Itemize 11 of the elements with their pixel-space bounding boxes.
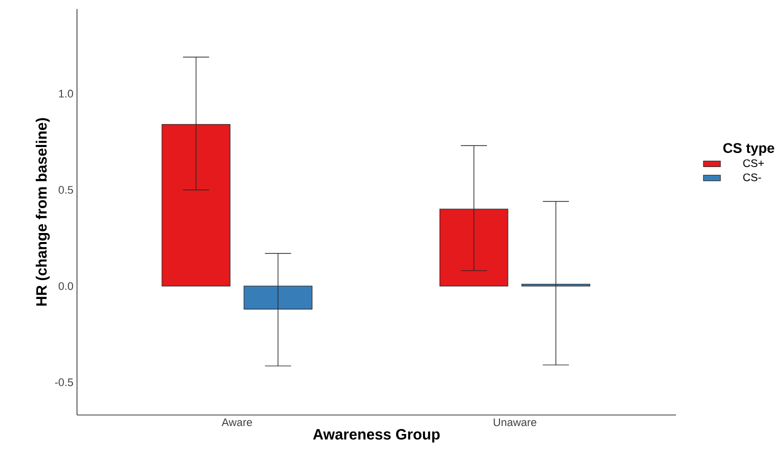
y-tick-label: 1.0 — [59, 90, 74, 98]
legend-label: CS- — [743, 173, 762, 182]
legend-label: CS+ — [743, 159, 764, 168]
legend-title: CS type — [723, 143, 774, 156]
y-axis-title: HR (change from baseline) — [36, 118, 50, 306]
y-tick-label: 0.0 — [58, 282, 74, 290]
y-tick-label: 0.5 — [58, 186, 74, 194]
x-tick-label: Aware — [222, 418, 252, 426]
x-axis-title: Awareness Group — [313, 429, 440, 443]
y-tick-label: -0.5 — [55, 378, 74, 386]
x-tick-label: Unaware — [494, 418, 536, 426]
